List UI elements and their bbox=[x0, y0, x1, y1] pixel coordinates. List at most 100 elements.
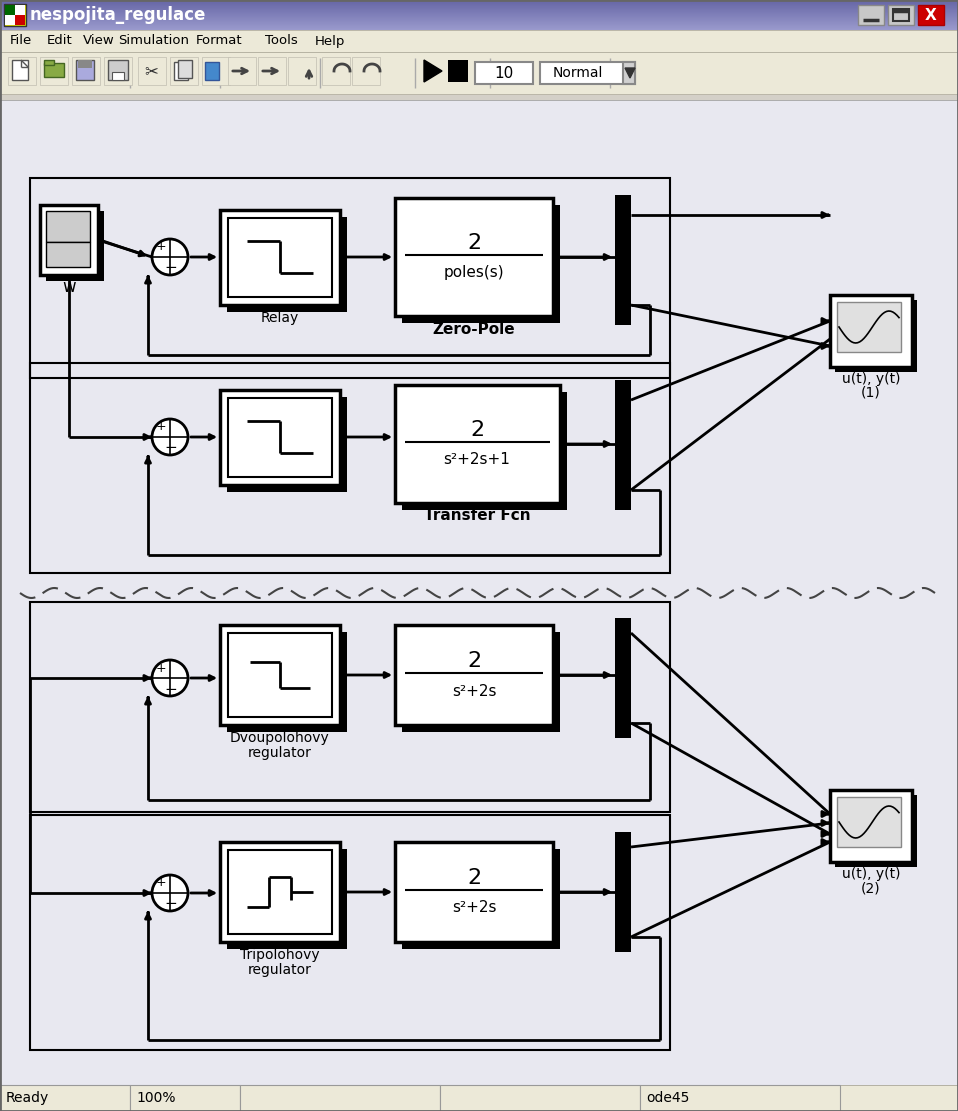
Bar bbox=[395, 625, 553, 725]
Bar bbox=[0, 30, 958, 52]
Bar bbox=[5, 16, 15, 26]
Text: Relay: Relay bbox=[261, 311, 299, 326]
Bar bbox=[228, 57, 256, 86]
Bar bbox=[402, 632, 560, 732]
Bar bbox=[44, 60, 54, 66]
Bar bbox=[40, 206, 98, 276]
Bar bbox=[227, 849, 347, 949]
Text: w: w bbox=[62, 278, 76, 296]
Bar bbox=[72, 57, 100, 86]
Bar bbox=[835, 795, 917, 867]
Bar bbox=[395, 198, 553, 316]
Bar bbox=[227, 217, 347, 312]
Bar bbox=[0, 52, 958, 94]
Circle shape bbox=[152, 875, 188, 911]
Polygon shape bbox=[424, 60, 442, 82]
Text: s²+2s: s²+2s bbox=[452, 901, 496, 915]
Bar bbox=[78, 60, 92, 68]
Text: 10: 10 bbox=[494, 66, 513, 80]
Bar bbox=[0, 100, 958, 1085]
Bar bbox=[0, 1085, 130, 1111]
Bar bbox=[170, 57, 198, 86]
Bar bbox=[615, 832, 631, 952]
Bar bbox=[46, 242, 90, 267]
Bar bbox=[40, 57, 68, 86]
Bar bbox=[448, 60, 468, 82]
Bar bbox=[830, 790, 912, 862]
Bar bbox=[178, 60, 192, 78]
Text: −: − bbox=[165, 440, 177, 456]
Text: X: X bbox=[925, 8, 937, 22]
Text: 100%: 100% bbox=[136, 1091, 175, 1105]
Bar bbox=[4, 4, 26, 26]
Text: Dvoupolohovy: Dvoupolohovy bbox=[230, 731, 330, 745]
Bar bbox=[220, 210, 340, 306]
Text: Tools: Tools bbox=[265, 34, 298, 48]
Text: Zero-Pole: Zero-Pole bbox=[433, 321, 515, 337]
Text: (2): (2) bbox=[861, 881, 880, 895]
Text: nespojita_regulace: nespojita_regulace bbox=[30, 6, 206, 24]
Bar bbox=[322, 57, 350, 86]
Bar bbox=[30, 178, 670, 378]
Text: Help: Help bbox=[315, 34, 346, 48]
Circle shape bbox=[152, 660, 188, 695]
Text: regulator: regulator bbox=[248, 745, 312, 760]
Text: (1): (1) bbox=[861, 386, 880, 400]
Text: ✂: ✂ bbox=[144, 62, 158, 80]
Text: 2: 2 bbox=[467, 651, 481, 671]
Bar bbox=[5, 6, 15, 16]
Bar bbox=[0, 1085, 958, 1111]
Bar bbox=[104, 57, 132, 86]
Bar bbox=[228, 398, 332, 477]
Bar bbox=[540, 62, 635, 84]
Bar bbox=[8, 57, 36, 86]
Bar bbox=[30, 363, 670, 573]
Bar bbox=[402, 206, 560, 323]
Text: View: View bbox=[83, 34, 115, 48]
Text: s²+2s: s²+2s bbox=[452, 683, 496, 699]
Text: u(t), y(t): u(t), y(t) bbox=[842, 867, 901, 881]
Text: poles(s): poles(s) bbox=[444, 266, 504, 280]
Text: Format: Format bbox=[196, 34, 242, 48]
Text: +: + bbox=[156, 240, 167, 253]
Bar bbox=[440, 1085, 640, 1111]
Bar bbox=[44, 63, 64, 77]
Circle shape bbox=[152, 239, 188, 276]
Bar bbox=[220, 625, 340, 725]
Text: Edit: Edit bbox=[47, 34, 73, 48]
Bar bbox=[395, 842, 553, 942]
Text: Transfer Fcn: Transfer Fcn bbox=[423, 509, 531, 523]
Bar bbox=[205, 62, 219, 80]
Bar bbox=[202, 57, 230, 86]
Text: regulator: regulator bbox=[248, 963, 312, 977]
Bar bbox=[402, 849, 560, 949]
Bar bbox=[858, 6, 884, 26]
Bar bbox=[835, 300, 917, 372]
Bar bbox=[138, 57, 166, 86]
Text: Simulation: Simulation bbox=[118, 34, 189, 48]
Bar bbox=[227, 632, 347, 732]
Text: Tripolohovy: Tripolohovy bbox=[240, 948, 320, 962]
Bar bbox=[228, 218, 332, 297]
Bar bbox=[623, 62, 635, 84]
Bar bbox=[220, 390, 340, 486]
Bar bbox=[12, 60, 28, 80]
Text: Ready: Ready bbox=[6, 1091, 49, 1105]
Bar bbox=[918, 6, 944, 26]
Bar bbox=[830, 296, 912, 367]
Text: u(t), y(t): u(t), y(t) bbox=[842, 372, 901, 386]
Bar bbox=[615, 380, 631, 510]
Bar bbox=[227, 397, 347, 492]
Bar bbox=[888, 6, 914, 26]
Text: Normal: Normal bbox=[553, 66, 604, 80]
Bar bbox=[837, 302, 901, 352]
Bar bbox=[837, 797, 901, 847]
Text: 2: 2 bbox=[467, 233, 481, 253]
Text: 2: 2 bbox=[470, 420, 484, 440]
Bar bbox=[893, 9, 909, 21]
Bar bbox=[220, 842, 340, 942]
Bar bbox=[30, 602, 670, 812]
Bar bbox=[288, 57, 316, 86]
Bar bbox=[395, 386, 560, 503]
Text: −: − bbox=[165, 681, 177, 697]
